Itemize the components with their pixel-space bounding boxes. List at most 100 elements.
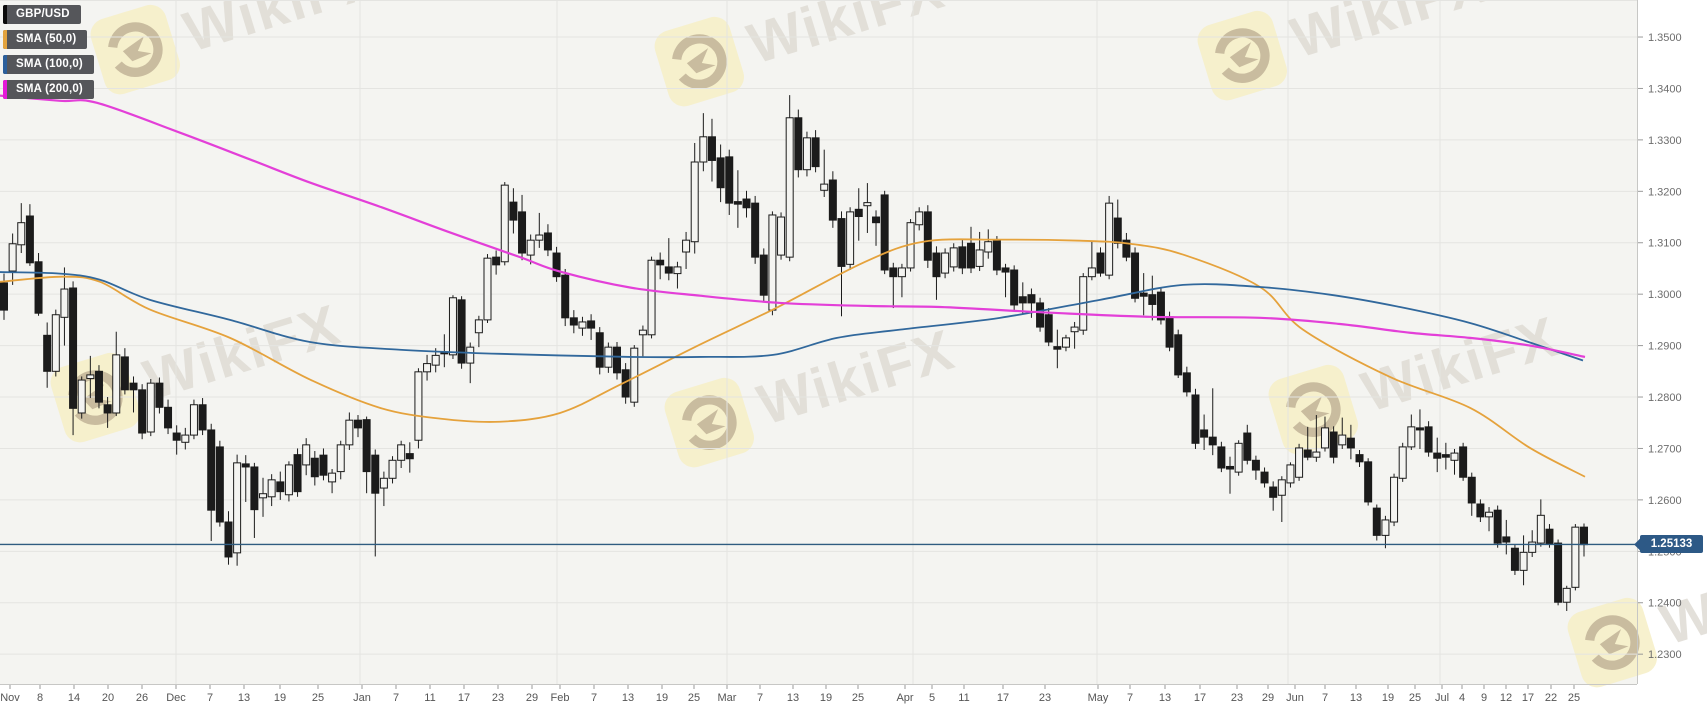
candle-down [1441, 454, 1450, 458]
candle-up [1398, 446, 1407, 479]
candle-down [319, 454, 328, 476]
candle-down [1415, 427, 1424, 431]
candle-down [1001, 267, 1010, 273]
candle-up [941, 252, 950, 274]
candle-up [17, 222, 26, 246]
candle-up [1105, 202, 1114, 276]
candle-up [1295, 447, 1304, 478]
candle-down [1502, 536, 1511, 543]
candle-down [34, 261, 43, 314]
candle-up [423, 363, 432, 373]
candle-up [189, 404, 198, 436]
x-axis-label: 8 [37, 692, 43, 704]
legend-sma50[interactable]: SMA (50,0) [3, 30, 88, 49]
last-price-tag: 1.25133 [1634, 535, 1703, 554]
x-axis-label: 9 [1481, 692, 1487, 704]
candle-up [802, 137, 811, 171]
legend-sma100[interactable]: SMA (100,0) [3, 55, 94, 74]
x-axis-label: 13 [238, 692, 250, 704]
x-axis-label: 7 [393, 692, 399, 704]
candle-down [405, 453, 414, 460]
candle-down [1545, 528, 1554, 545]
x-axis-label: 25 [852, 692, 864, 704]
candle-down [25, 215, 34, 264]
candle-up [1320, 427, 1329, 449]
candle-down [613, 346, 622, 374]
candle-up [526, 239, 535, 256]
candle-up [1562, 587, 1571, 603]
candle-down [872, 216, 881, 224]
candle-down [1182, 372, 1191, 393]
candle-down [207, 429, 216, 511]
sma100-line [0, 271, 1584, 362]
candle-down [1208, 436, 1217, 446]
candle-down [492, 256, 501, 266]
x-axis-label: 11 [424, 692, 435, 704]
x-axis-label: 17 [997, 692, 1009, 704]
candle-down [543, 232, 552, 251]
candle-down [69, 287, 78, 409]
x-axis-label: 13 [1159, 692, 1171, 704]
candle-down [353, 419, 362, 429]
candle-down [958, 246, 967, 269]
candle-down [1018, 296, 1027, 304]
candle-up [984, 241, 993, 253]
x-axis-label: Mar [718, 692, 737, 704]
candle-down [725, 156, 734, 204]
x-axis-label: 19 [656, 692, 668, 704]
candle-up [146, 382, 155, 433]
candle-down [1372, 507, 1381, 536]
candle-down [1200, 429, 1209, 438]
candle-down [509, 201, 518, 221]
candle-up [336, 444, 345, 473]
series-color-chip [3, 55, 7, 74]
candle-up [379, 477, 388, 489]
candle-down [751, 202, 760, 258]
candle-up [500, 184, 509, 263]
candle-up [846, 211, 855, 265]
candle-up [915, 211, 924, 226]
candle-up [431, 354, 440, 366]
candle-down [250, 466, 259, 511]
candle-down [293, 454, 302, 493]
candle-up [302, 444, 311, 466]
candle-down [707, 136, 716, 161]
x-axis-label: 4 [1459, 692, 1465, 704]
candle-up [448, 297, 457, 356]
candle-up [1485, 511, 1494, 518]
candle-up [897, 267, 906, 278]
candle-up [181, 434, 190, 443]
candle-down [889, 267, 898, 278]
legend-sma200[interactable]: SMA (200,0) [3, 80, 94, 99]
candle-down [224, 521, 233, 558]
candle-down [1243, 432, 1252, 461]
x-axis-label: 13 [1350, 692, 1362, 704]
y-axis-label: 1.2700 [1648, 443, 1682, 455]
candle-up [949, 247, 958, 268]
series-color-chip [3, 80, 7, 99]
candle-down [362, 419, 371, 473]
candle-up [1571, 526, 1580, 588]
candle-down [1459, 446, 1468, 478]
candle-down [457, 299, 466, 364]
candle-up [8, 243, 17, 272]
candle-down [932, 252, 941, 278]
candle-down [811, 137, 820, 168]
x-axis-label: Jul [1435, 692, 1449, 704]
legend-symbol[interactable]: GBP/USD [3, 5, 81, 24]
candle-down [1139, 292, 1148, 297]
candle-up [535, 234, 544, 241]
y-axis-label: 1.2600 [1648, 495, 1682, 507]
series-color-chip [3, 30, 7, 49]
x-axis-label: 7 [1322, 692, 1328, 704]
x-axis-label: 25 [1409, 692, 1421, 704]
x-axis-label: 5 [929, 692, 935, 704]
chart-legend: GBP/USD SMA (50,0) SMA (100,0) SMA (200,… [3, 5, 94, 99]
x-axis-label: 20 [102, 692, 114, 704]
candle-down [1424, 426, 1433, 453]
x-axis-label: 19 [820, 692, 832, 704]
candle-down [1122, 239, 1131, 258]
candle-down [828, 179, 837, 221]
candle-down [1580, 526, 1588, 546]
